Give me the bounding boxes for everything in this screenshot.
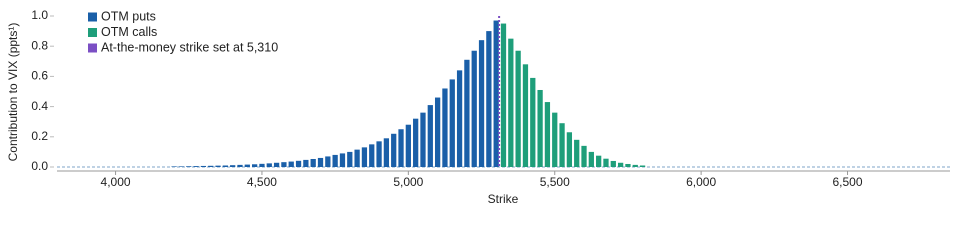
bar <box>559 123 565 167</box>
bar <box>251 164 258 167</box>
bar <box>237 164 243 167</box>
x-tick-label: 6,000 <box>686 175 716 189</box>
bar <box>361 147 368 167</box>
x-tick-label: 5,000 <box>393 175 423 189</box>
legend-label: OTM calls <box>101 25 157 39</box>
y-tick-label: 0.2 <box>31 129 48 143</box>
x-tick-label: 5,500 <box>540 175 570 189</box>
bar <box>632 164 638 167</box>
bar <box>317 157 324 167</box>
bar <box>471 50 477 168</box>
bar <box>552 112 558 167</box>
bar <box>215 165 221 167</box>
bar <box>266 163 272 167</box>
bar <box>186 166 192 167</box>
bar <box>178 166 185 167</box>
bar <box>222 165 228 167</box>
bar <box>200 165 207 167</box>
y-tick-label: 0.8 <box>31 38 48 52</box>
bar <box>617 162 624 167</box>
bar <box>566 132 573 167</box>
bar <box>449 79 455 167</box>
bar <box>325 156 331 167</box>
bar <box>376 141 382 167</box>
bar <box>544 102 551 167</box>
bar <box>493 20 499 168</box>
bar <box>603 158 609 167</box>
x-tick-label: 6,500 <box>833 175 863 189</box>
y-axis-label: Contribution to VIX (ppts¹) <box>6 23 20 162</box>
bar <box>391 133 397 167</box>
bar <box>230 165 236 167</box>
bar <box>413 118 419 167</box>
bar <box>288 161 294 167</box>
bar <box>610 160 616 167</box>
bar <box>259 163 265 167</box>
bar <box>354 149 360 167</box>
legend-label: OTM puts <box>101 9 156 23</box>
bar <box>508 38 514 168</box>
legend-swatch <box>88 12 97 22</box>
bar <box>442 88 448 167</box>
chart: Contribution to VIX (ppts¹) Strike 0.0 0.… <box>6 8 950 206</box>
legend-label: At-the-money strike set at 5,310 <box>101 40 278 54</box>
bar <box>515 50 521 168</box>
bar <box>456 70 463 167</box>
bar <box>310 158 316 167</box>
x-tick-label: 4,000 <box>101 175 131 189</box>
bar <box>208 165 214 167</box>
bar <box>369 144 375 167</box>
y-tick-label: 0.0 <box>31 159 48 173</box>
bar <box>244 164 250 167</box>
bar <box>464 59 470 167</box>
bar <box>530 77 536 167</box>
y-tick-label: 1.0 <box>31 8 48 22</box>
bar <box>332 154 338 167</box>
bar <box>625 163 631 167</box>
bar <box>478 40 485 167</box>
bar <box>420 112 426 167</box>
bar <box>171 166 177 167</box>
legend-swatch <box>88 43 97 53</box>
bar <box>295 160 302 167</box>
bar <box>434 97 441 167</box>
bar <box>347 151 353 167</box>
bar <box>588 151 594 167</box>
bar <box>398 129 404 167</box>
bar <box>639 165 646 167</box>
bar <box>303 159 309 167</box>
y-tick-label: 0.6 <box>31 69 48 83</box>
x-axis-label: Strike <box>488 192 519 206</box>
bar <box>281 162 287 167</box>
bar <box>537 89 543 167</box>
bar <box>193 166 199 167</box>
bar <box>427 105 433 167</box>
bar <box>339 153 346 167</box>
bar <box>581 145 587 167</box>
bar <box>596 155 602 167</box>
y-tick-label: 0.4 <box>31 99 48 113</box>
bar <box>383 138 390 167</box>
x-tick-label: 4,500 <box>247 175 277 189</box>
bar <box>486 31 492 167</box>
bar <box>522 64 529 167</box>
bar <box>405 124 411 167</box>
bar <box>500 23 507 167</box>
legend-swatch <box>88 28 97 37</box>
bar <box>273 162 280 167</box>
bar <box>574 139 580 167</box>
